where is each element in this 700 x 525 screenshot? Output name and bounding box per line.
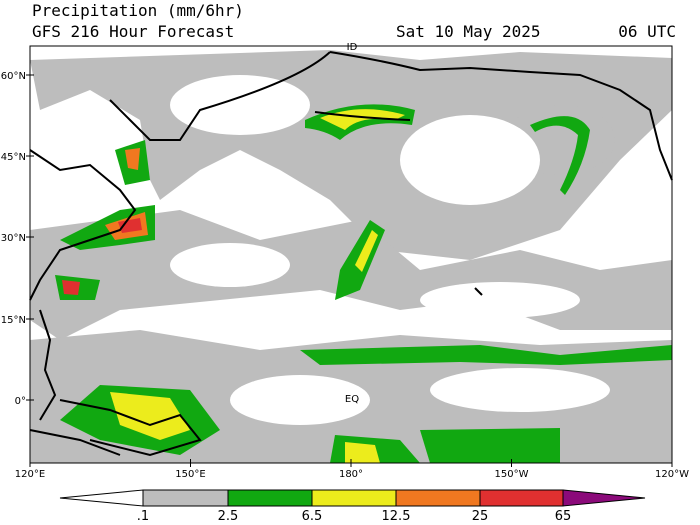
coastline	[29, 149, 137, 301]
dry-area	[420, 282, 580, 318]
coastline	[314, 111, 411, 121]
dry-areas	[170, 75, 610, 425]
colorbar-segment	[227, 489, 313, 507]
precip-band	[345, 442, 380, 463]
dry-area	[400, 115, 540, 205]
colorbar-label: 6.5	[302, 509, 323, 524]
coastline	[474, 287, 483, 296]
coastline	[59, 399, 202, 457]
lat-label: 0°	[15, 396, 26, 407]
colorbar-label: 65	[555, 509, 572, 524]
precip-band	[355, 230, 378, 272]
precip-core	[62, 280, 80, 295]
colorbar	[59, 489, 646, 507]
precip-band	[300, 345, 672, 365]
dry-area	[430, 368, 610, 412]
colorbar-label: 2.5	[218, 509, 239, 524]
map-area: ID EQ	[29, 42, 673, 464]
colorbar-segment	[395, 489, 481, 507]
precip-band	[110, 392, 190, 440]
valid-date: Sat 10 May 2025	[396, 22, 541, 41]
lat-label: 60°N	[1, 71, 26, 82]
colorbar-segment	[59, 489, 144, 507]
coastline	[39, 309, 57, 421]
lon-label: 150°W	[495, 469, 529, 480]
colorbar-segment	[562, 489, 646, 507]
map-annotation: EQ	[345, 394, 359, 405]
dry-area	[170, 75, 310, 135]
precip-band	[530, 116, 590, 195]
dry-area	[170, 243, 290, 287]
precip-band	[420, 428, 560, 463]
coastlines	[29, 51, 673, 457]
coastline	[29, 429, 121, 456]
precip-core	[118, 218, 142, 233]
coastline	[329, 51, 673, 181]
subtitle: GFS 216 Hour Forecast	[32, 22, 234, 41]
colorbar-label: 25	[472, 509, 489, 524]
map-annotation: ID	[347, 42, 358, 53]
lat-label: 45°N	[1, 152, 26, 163]
colorbar-segment	[479, 489, 564, 507]
dry-area	[230, 375, 370, 425]
axis-labels: 60°N 45°N 30°N 15°N 0° 120°E 150°E 180° 150°W 120…	[1, 71, 689, 480]
colorbar-segment	[311, 489, 397, 507]
valid-time: 06 UTC	[618, 22, 676, 41]
lat-label: 30°N	[1, 233, 26, 244]
colorbar-label: .1	[137, 509, 149, 524]
lon-label: 120°E	[15, 469, 45, 480]
colorbar-segment	[142, 489, 229, 507]
title: Precipitation (mm/6hr)	[32, 1, 244, 20]
precip-heavy	[55, 104, 672, 463]
precip-core	[125, 148, 140, 170]
lon-label: 180°	[339, 469, 363, 480]
colorbar-label: 12.5	[382, 509, 411, 524]
lon-label: 150°E	[175, 469, 205, 480]
lat-label: 15°N	[1, 315, 26, 326]
colorbar-labels: .1 2.5 6.5 12.5 25 65	[137, 509, 571, 524]
lon-label: 120°W	[655, 469, 689, 480]
coastline	[109, 51, 331, 141]
